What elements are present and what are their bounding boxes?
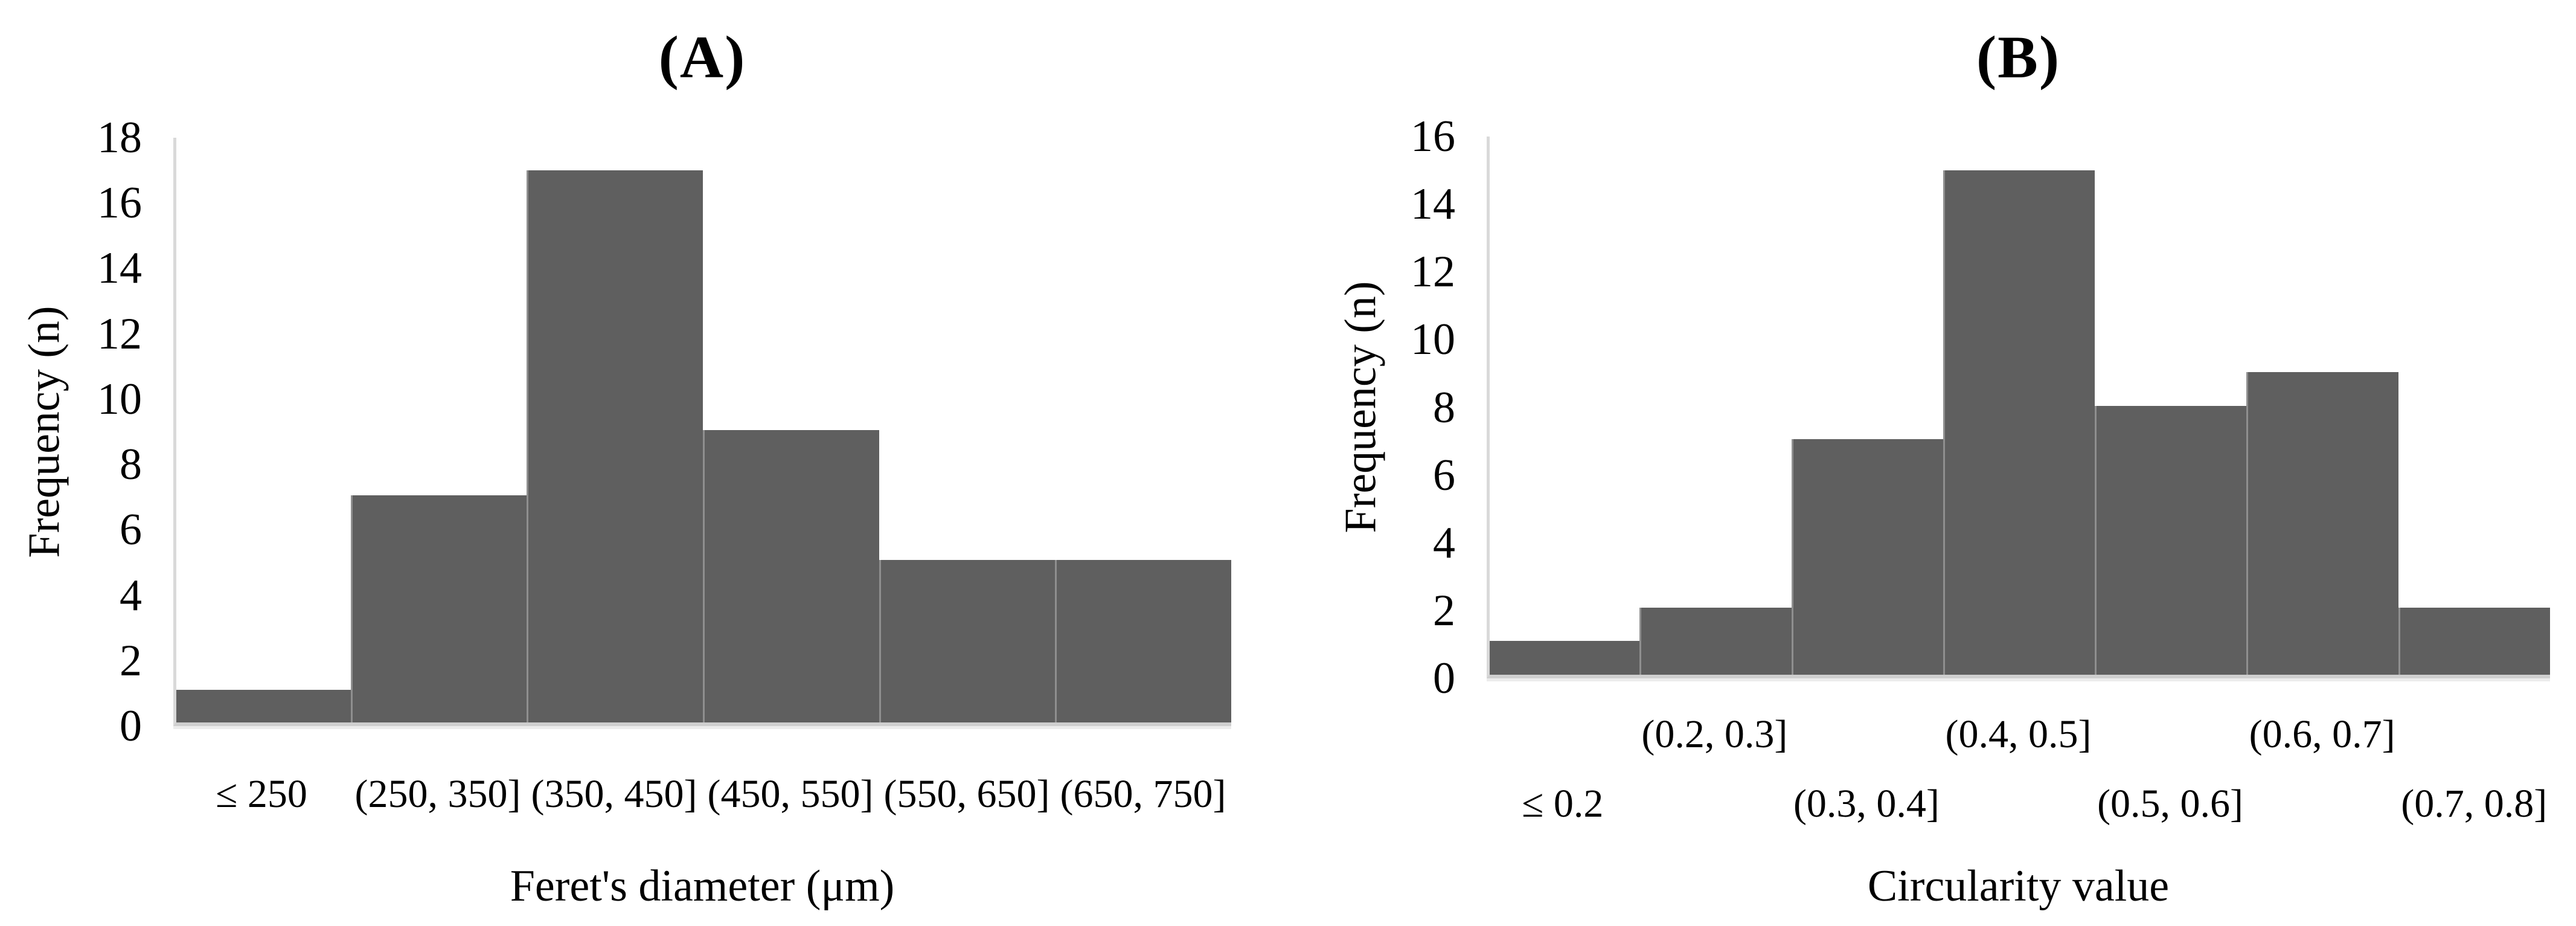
y-tick-label: 0 [1433,654,1455,703]
panel-b-plot-area [1487,137,2550,678]
y-tick-label: 4 [120,570,142,620]
y-tick-label: 18 [97,113,142,162]
y-tick-label: 8 [1433,382,1455,432]
panel-a-feret-diameter-histogram: (A) Frequency (n) 18 16 14 12 10 8 6 4 2… [0,24,1232,911]
y-tick-label: 12 [97,309,142,359]
x-tick-label: (550, 650] [883,772,1050,816]
histogram-bar [1055,560,1232,722]
panel-a-y-axis-tick-labels: 18 16 14 12 10 8 6 4 2 0 [0,111,142,753]
x-tick-label: ≤ 0.2 [1522,782,1604,826]
x-tick-label: (0.3, 0.4] [1793,782,1940,826]
y-tick-label: 4 [1433,518,1455,568]
x-tick-label: (650, 750] [1060,772,1226,816]
y-tick-label: 8 [120,440,142,490]
histogram-bar [2398,607,2550,675]
y-tick-label: 2 [120,635,142,686]
x-tick-label: (450, 550] [707,772,874,816]
panel-b-circularity-histogram: (B) Frequency (n) 16 14 12 10 8 6 4 2 0 … [1288,0,2576,926]
panel-b-y-axis-tick-labels: 16 14 12 10 8 6 4 2 0 [1288,109,1455,706]
histogram-bar [2246,371,2398,675]
histogram-bar [176,690,351,722]
x-tick-label: (0.7, 0.8] [2401,782,2548,826]
histogram-bar [2095,405,2247,675]
histogram-bar [1639,607,1792,675]
y-tick-label: 12 [1411,247,1455,297]
panel-a-x-axis-title: Feret's diameter (μm) [510,861,895,911]
histogram-bar [350,495,527,722]
x-tick-label: (0.4, 0.5] [1945,712,2092,756]
histogram-bar [527,170,703,722]
x-tick-label: ≤ 250 [216,772,307,816]
x-tick-label: (0.6, 0.7] [2249,712,2395,756]
y-tick-label: 14 [97,243,142,294]
panel-a-title: (A) [658,24,746,91]
y-tick-label: 0 [120,701,142,751]
y-tick-label: 10 [1411,315,1455,365]
y-tick-label: 16 [97,178,142,228]
histogram-bar [1943,170,2095,675]
histogram-bar [703,430,879,722]
histogram-bar [1490,641,1640,675]
x-tick-label: (0.5, 0.6] [2097,782,2244,826]
y-tick-label: 6 [120,505,142,555]
panel-a-plot-area [173,138,1232,726]
histogram-bar [879,560,1056,722]
panel-b-x-axis-title: Circularity value [1867,861,2170,911]
y-tick-label: 10 [97,374,142,424]
x-tick-label: (350, 450] [531,772,697,816]
histogram-bar [1791,439,1943,675]
x-tick-label: (250, 350] [354,772,521,816]
y-tick-label: 16 [1411,112,1455,161]
y-tick-label: 14 [1411,179,1455,230]
x-tick-label: (0.2, 0.3] [1641,712,1788,756]
y-tick-label: 2 [1433,585,1455,635]
y-tick-label: 6 [1433,450,1455,500]
panel-a-x-axis-tick-labels: ≤ 250 (250, 350] (350, 450] (450, 550] (… [173,771,1231,817]
panel-b-title: (B) [1976,24,2061,91]
